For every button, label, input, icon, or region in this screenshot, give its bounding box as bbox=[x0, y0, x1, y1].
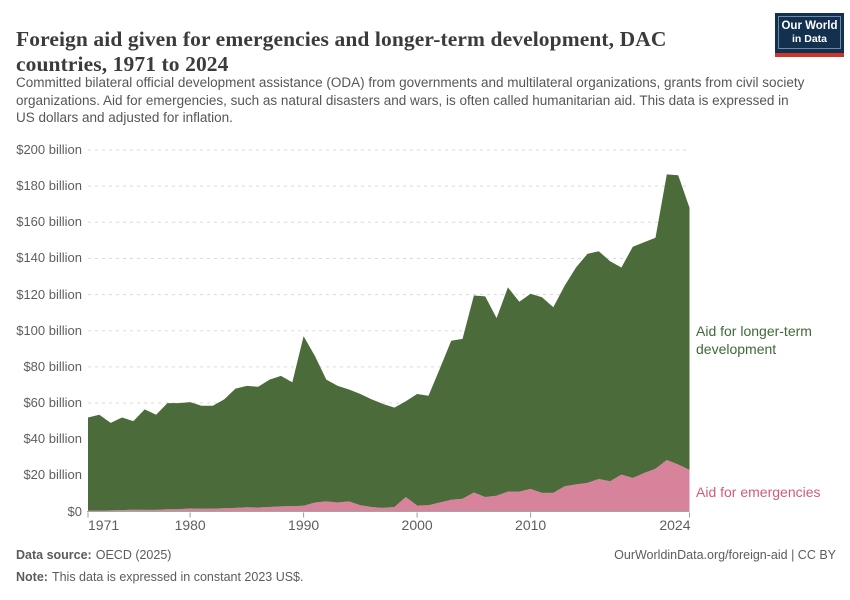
x-tick-label: 1971 bbox=[88, 517, 120, 533]
x-tick-label: 2024 bbox=[659, 517, 691, 533]
legend-development: Aid for longer-term development bbox=[696, 323, 812, 357]
owid-logo-frame: Our World in Data bbox=[778, 16, 841, 49]
data-source-label: Data source: bbox=[16, 548, 92, 562]
chart-subtitle: Committed bilateral official development… bbox=[16, 75, 805, 126]
y-tick-label: $0 bbox=[67, 503, 82, 519]
chart-footer: Data source: OECD (2025) OurWorldinData.o… bbox=[16, 548, 836, 562]
note-value: This data is expressed in constant 2023 … bbox=[51, 570, 304, 584]
y-tick-label: $140 billion bbox=[16, 250, 82, 266]
page-title: Foreign aid given for emergencies and lo… bbox=[16, 27, 667, 76]
x-tick-label: 1990 bbox=[288, 517, 320, 533]
x-tick-label: 1980 bbox=[174, 517, 206, 533]
legend-emergencies: Aid for emergencies bbox=[696, 484, 821, 500]
x-tick-label: 2000 bbox=[401, 517, 433, 533]
owid-logo: Our World in Data bbox=[775, 13, 844, 57]
note-line: Note: This data is expressed in constant … bbox=[16, 570, 304, 584]
data-source-line: Data source: OECD (2025) bbox=[16, 548, 171, 562]
y-tick-label: $80 billion bbox=[23, 358, 82, 374]
y-tick-label: $120 billion bbox=[16, 286, 82, 302]
attribution-line: OurWorldinData.org/foreign-aid | CC BY bbox=[614, 548, 836, 562]
y-tick-label: $60 billion bbox=[23, 395, 82, 411]
owid-logo-line2: in Data bbox=[791, 33, 827, 45]
y-tick-label: $100 billion bbox=[16, 322, 82, 338]
y-tick-label: $200 billion bbox=[16, 142, 82, 157]
owid-logo-line1: Our World bbox=[781, 20, 838, 32]
note-label: Note: bbox=[16, 570, 48, 584]
x-tick-label: 2010 bbox=[515, 517, 547, 533]
y-tick-label: $180 billion bbox=[16, 178, 82, 194]
y-tick-label: $20 billion bbox=[23, 467, 82, 483]
y-tick-label: $160 billion bbox=[16, 214, 82, 230]
y-tick-label: $40 billion bbox=[23, 431, 82, 447]
data-source-value: OECD (2025) bbox=[95, 548, 172, 562]
